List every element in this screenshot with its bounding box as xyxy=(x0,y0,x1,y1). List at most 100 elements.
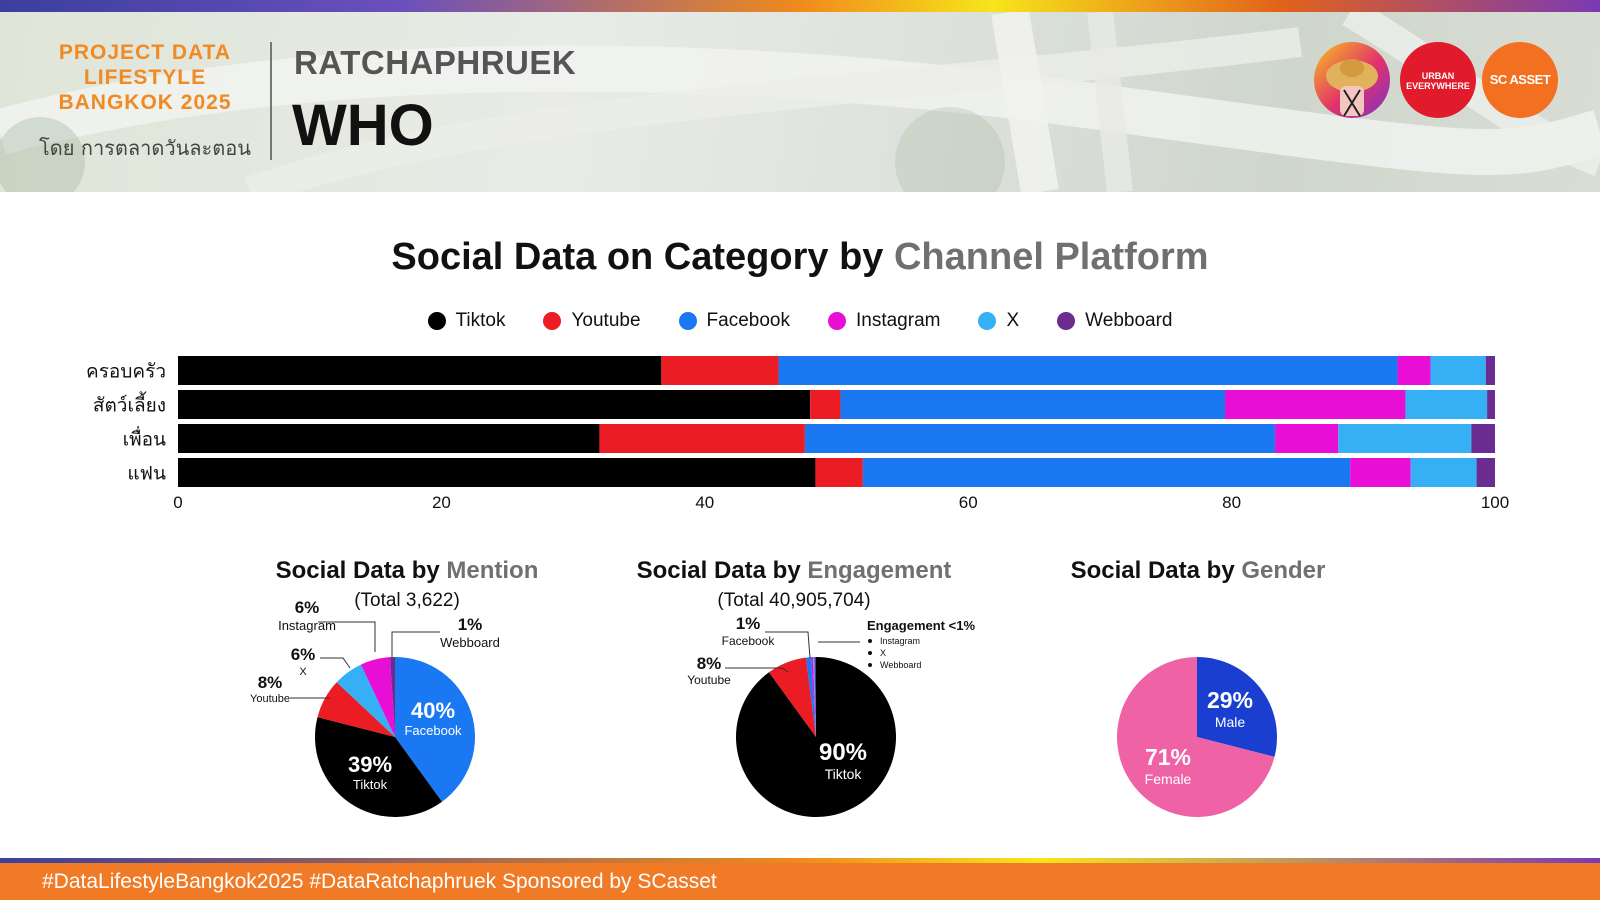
pie-label-tiktok-pct: 39% xyxy=(348,752,392,777)
pie-label-female-name: Female xyxy=(1145,771,1192,787)
legend-swatch-instagram xyxy=(827,312,846,330)
bar-segment-facebook xyxy=(840,390,1226,419)
pie-slice-male xyxy=(1197,657,1277,757)
bar-segment-facebook xyxy=(862,458,1351,487)
legend-item-x: X xyxy=(978,310,1019,332)
legend-swatch-x xyxy=(978,312,997,330)
bar-segment-x xyxy=(1405,390,1488,419)
header-banner: PROJECT DATA LIFESTYLE BANGKOK 2025 โดย … xyxy=(0,12,1600,192)
engagement-note-item: X xyxy=(880,648,886,658)
pie-label-facebook-name: Facebook xyxy=(404,723,462,738)
legend-swatch-webboard xyxy=(1057,312,1076,330)
footer-hashtags: #DataLifestyleBangkok2025 #DataRatchaphr… xyxy=(0,863,1600,900)
x-tick-label: 100 xyxy=(1481,493,1509,512)
callout-leader-line xyxy=(318,621,376,652)
highway-background-image xyxy=(0,12,1600,192)
pie-label-youtube-name: Youtube xyxy=(687,673,731,687)
pie-slice-x xyxy=(812,657,816,737)
main-chart-title: Social Data on Category by Channel Platf… xyxy=(0,236,1600,279)
callout-leader-line xyxy=(391,631,440,657)
pie-label-tiktok-pct: 90% xyxy=(819,739,867,766)
pie-slice-youtube xyxy=(317,682,395,737)
pie-slice-webboard xyxy=(389,657,395,737)
pie-label-tiktok-name: Tiktok xyxy=(353,777,388,792)
legend-item-tiktok: Tiktok xyxy=(427,310,506,332)
creator-avatar-logo xyxy=(1314,42,1390,118)
legend-label-webboard: Webboard xyxy=(1085,310,1173,331)
brand-line-1: PROJECT DATA xyxy=(58,41,232,64)
legend-item-instagram: Instagram xyxy=(827,310,940,332)
mention-title-highlight: Mention xyxy=(446,557,539,584)
pie-label-webboard-name: Webboard xyxy=(440,635,500,650)
engagement-total: (Total 40,905,704) xyxy=(717,590,871,611)
bar-segment-webboard xyxy=(1476,458,1495,487)
bar-segment-youtube xyxy=(815,458,863,487)
main-title-prefix: Social Data on Category by xyxy=(391,236,894,278)
bar-category-label: ครอบครัว xyxy=(86,361,166,383)
brand-subtitle: โดย การตลาดวันละตอน xyxy=(39,136,251,160)
gender-pie-title: Social Data by Gender xyxy=(988,557,1408,585)
pie-label-facebook-name: Facebook xyxy=(722,634,776,648)
pie-label-x-name: X xyxy=(299,666,307,678)
pie-slice-webboard xyxy=(814,657,816,737)
gender-title-highlight: Gender xyxy=(1241,557,1326,584)
hat-person-icon xyxy=(1326,59,1378,117)
bar-segment-facebook xyxy=(804,424,1276,453)
bar-segment-instagram xyxy=(1275,424,1339,453)
pie-slice-facebook xyxy=(805,657,816,737)
pie-label-instagram-name: Instagram xyxy=(278,618,336,633)
pie-slice-facebook xyxy=(395,657,476,802)
gender-pie-chart: 29%Male 71%Female xyxy=(1117,657,1277,817)
bar-segment-instagram xyxy=(1397,356,1431,385)
header-divider xyxy=(270,42,272,160)
engagement-note-title: Engagement <1% xyxy=(867,618,975,633)
pie-label-female-pct: 71% xyxy=(1145,744,1191,770)
legend-label-tiktok: Tiktok xyxy=(455,310,506,331)
bar-segment-facebook xyxy=(778,356,1398,385)
bar-segment-instagram xyxy=(1350,458,1411,487)
pie-slice-youtube xyxy=(768,657,816,737)
callout-leader-line xyxy=(320,657,351,669)
bar-category-label: เพื่อน xyxy=(123,426,166,451)
bar-segment-webboard xyxy=(1487,390,1495,419)
bar-segment-x xyxy=(1430,356,1486,385)
bar-segment-tiktok xyxy=(178,356,662,385)
bar-segment-x xyxy=(1338,424,1472,453)
bar-segment-youtube xyxy=(599,424,805,453)
legend-swatch-facebook xyxy=(678,312,697,330)
note-bullet-icon xyxy=(868,651,872,655)
engagement-title-highlight: Engagement xyxy=(807,557,952,584)
brand-title: PROJECT DATA LIFESTYLE BANGKOK 2025 xyxy=(30,40,260,115)
bar-segment-tiktok xyxy=(178,424,600,453)
bar-segment-youtube xyxy=(810,390,841,419)
pie-label-webboard-pct: 1% xyxy=(458,615,483,634)
brand-line-3: BANGKOK 2025 xyxy=(58,91,232,114)
pie-label-youtube-pct: 8% xyxy=(697,654,722,673)
mention-pie-title: Social Data by Mention xyxy=(197,557,617,585)
engagement-note-item: Instagram xyxy=(880,636,920,646)
pie-label-tiktok-name: Tiktok xyxy=(825,766,863,782)
pie-label-instagram-pct: 6% xyxy=(295,598,320,617)
main-title-highlight: Channel Platform xyxy=(893,236,1209,278)
pie-label-facebook-pct: 1% xyxy=(736,614,761,633)
pie-label-facebook-pct: 40% xyxy=(411,698,455,723)
mention-pie-chart: 40%Facebook39%Tiktok8%Youtube6%X6%Instag… xyxy=(250,598,500,817)
legend-item-facebook: Facebook xyxy=(678,310,790,332)
footer-gradient-stripe xyxy=(0,858,1600,863)
bar-category-label: สัตว์เลี้ยง xyxy=(93,392,166,417)
mention-title-prefix: Social Data by xyxy=(275,557,447,584)
x-tick-label: 0 xyxy=(173,493,182,512)
pie-label-x-pct: 6% xyxy=(291,645,316,664)
x-tick-label: 20 xyxy=(432,493,451,512)
bar-segment-tiktok xyxy=(178,390,811,419)
mention-total: (Total 3,622) xyxy=(354,590,460,611)
bar-segment-webboard xyxy=(1471,424,1495,453)
pie-label-youtube-pct: 8% xyxy=(258,673,283,692)
bar-category-label: แฟน xyxy=(127,463,166,485)
location-title: RATCHAPHRUEK xyxy=(294,44,577,81)
legend-swatch-youtube xyxy=(543,312,562,330)
section-title: WHO xyxy=(292,93,434,158)
engagement-pie-title: Social Data by Engagement xyxy=(584,557,1004,585)
pie-label-male-name: Male xyxy=(1215,714,1246,730)
